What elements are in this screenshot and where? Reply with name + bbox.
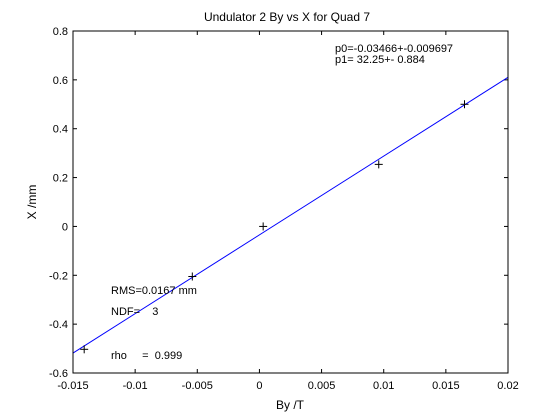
x-tick-label: -0.01	[123, 380, 148, 392]
x-tick-label: 0	[256, 380, 262, 392]
y-tick-label: -0.2	[49, 270, 68, 282]
data-points	[80, 100, 469, 354]
plot-frame	[72, 30, 509, 374]
x-axis-label: By /T	[276, 398, 305, 412]
x-tick-label: 0.02	[497, 380, 518, 392]
x-tick-label: 0.015	[432, 380, 460, 392]
y-tick-label: 0.2	[53, 173, 68, 185]
y-tick-label: 0.6	[53, 75, 68, 87]
x-tick-label: -0.015	[57, 380, 88, 392]
x-tick-label: -0.005	[182, 380, 213, 392]
rms-annotation: RMS=0.0167 mm	[111, 285, 197, 297]
x-axis-ticks: -0.015 -0.01 -0.005 0 0.005 0.01 0.015 0.02	[57, 31, 519, 392]
p1-annotation: p1= 32.25+- 0.884	[335, 54, 425, 66]
x-tick-label: 0.005	[308, 380, 336, 392]
y-axis-label: X /mm	[25, 185, 39, 220]
rho-annotation: rho = 0.999	[111, 350, 182, 362]
y-tick-label: -0.4	[49, 319, 68, 331]
y-tick-label: 0.8	[53, 26, 68, 38]
p0-annotation: p0=-0.03466+-0.009697	[335, 43, 453, 55]
data-point	[188, 272, 197, 281]
data-point	[374, 160, 383, 169]
data-point	[460, 100, 469, 109]
data-point	[80, 345, 89, 354]
y-tick-label: 0.4	[53, 124, 68, 136]
x-tick-label: 0.01	[373, 380, 394, 392]
y-tick-label: -0.6	[49, 368, 68, 380]
y-axis-ticks: -0.6 -0.4 -0.2 0 0.2 0.4 0.6 0.8	[49, 26, 508, 380]
ndf-annotation: NDF= 3	[111, 306, 158, 318]
fit-line	[72, 76, 509, 354]
data-point	[259, 222, 268, 231]
y-tick-label: 0	[62, 221, 68, 233]
chart-title: Undulator 2 By vs X for Quad 7	[204, 10, 370, 24]
